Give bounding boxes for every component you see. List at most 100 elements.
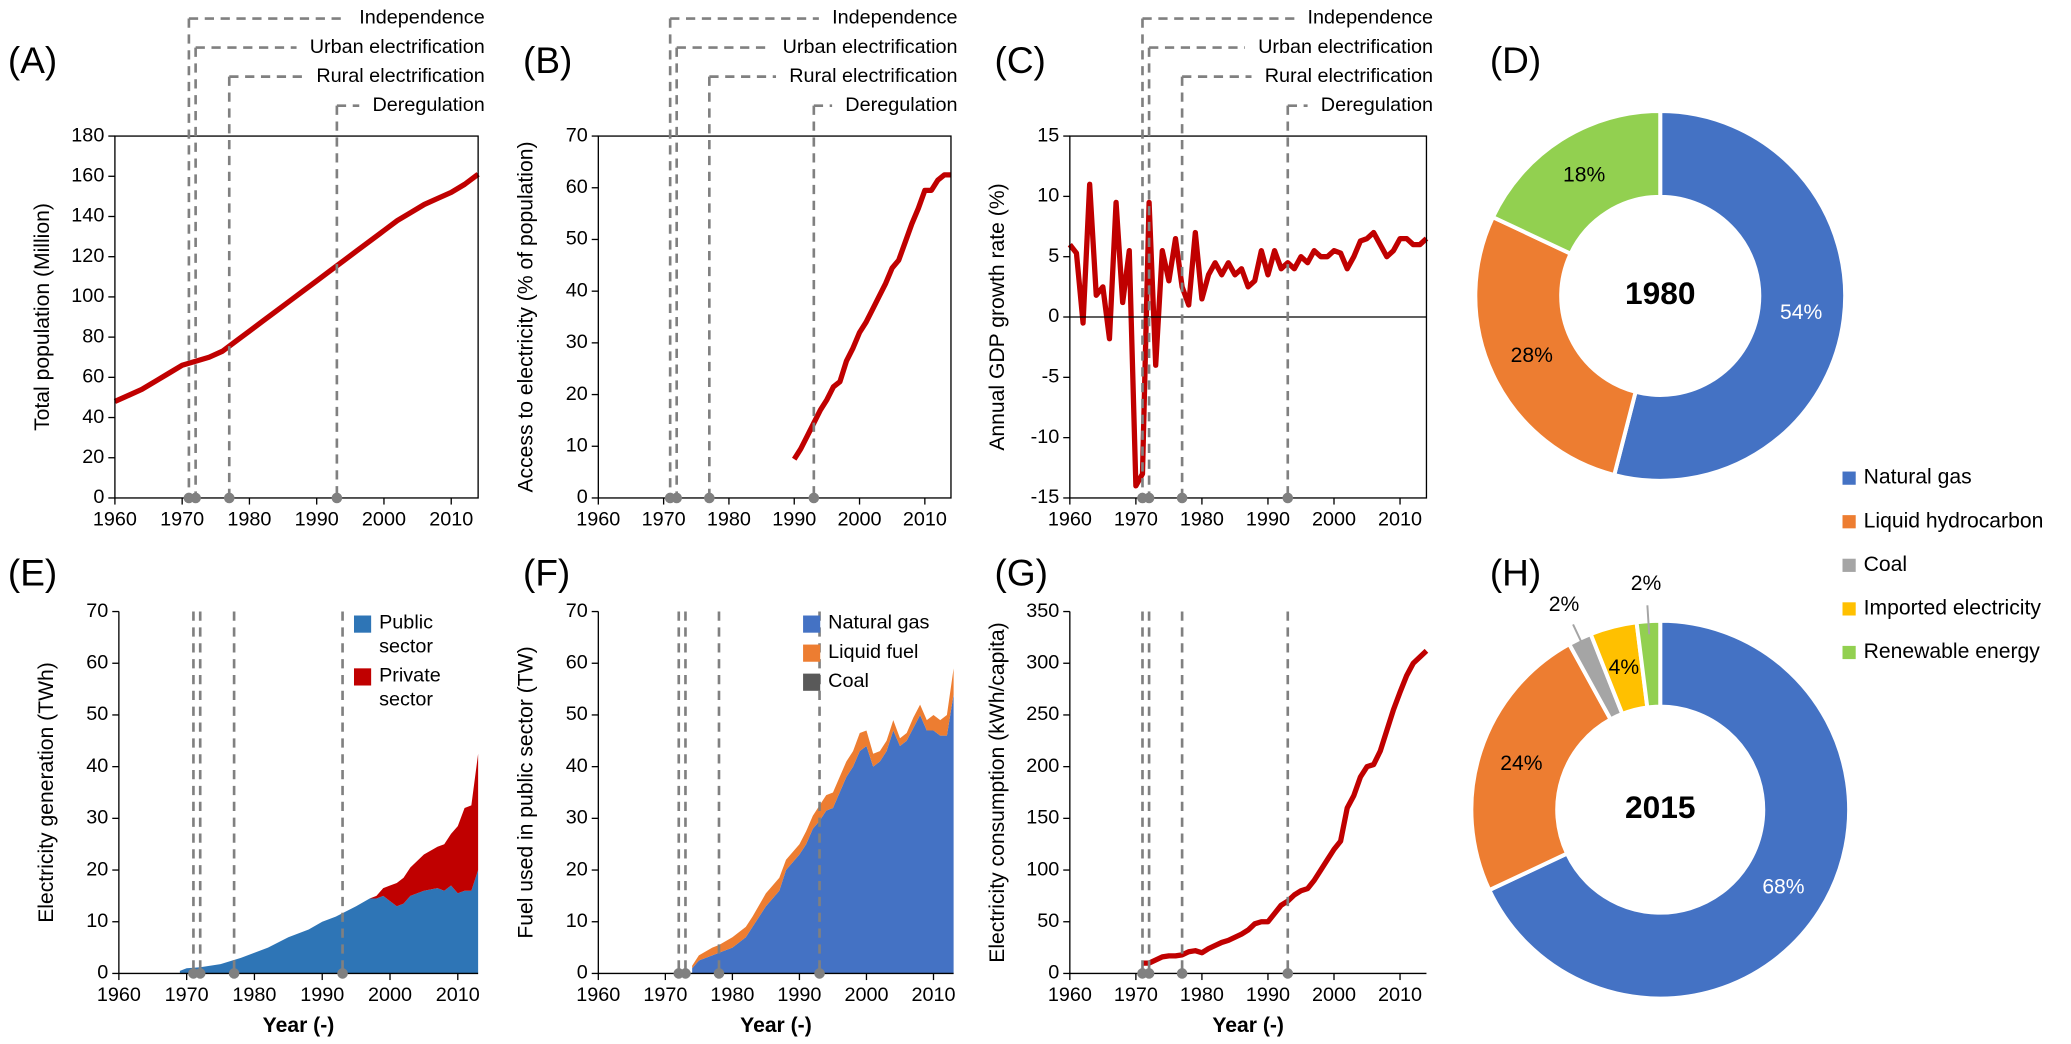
y-axis-title: Fuel used in public sector (TW)	[515, 646, 538, 938]
legend-label: Coal	[1864, 553, 1907, 576]
x-tick-label: 1990	[1246, 984, 1290, 1006]
event-marker	[194, 968, 206, 979]
y-axis-title: Annual GDP growth rate (%)	[986, 183, 1009, 450]
x-tick-label: 1980	[710, 984, 754, 1006]
x-tick-label: 1960	[1048, 984, 1092, 1006]
value-label: 28%	[1511, 344, 1553, 367]
y-axis-title: Access to electricity (% of population)	[515, 141, 538, 492]
event-label: Independence	[359, 7, 485, 29]
legend-swatch	[353, 615, 372, 633]
legend-entry: Coal	[803, 670, 951, 694]
panel-label: (D)	[1490, 40, 1541, 81]
x-tick-label: 2010	[911, 984, 955, 1006]
x-tick-label: 1980	[232, 984, 276, 1006]
event-label: Independence	[1308, 7, 1433, 29]
y-tick-label: 140	[71, 205, 104, 227]
area	[179, 870, 479, 974]
plot-frame	[114, 135, 479, 499]
y-tick-label: 40	[86, 755, 108, 777]
x-tick-label: 2010	[429, 509, 473, 531]
legend-swatch	[1842, 558, 1856, 572]
value-label: 4%	[1609, 656, 1640, 679]
legend: Natural gas Liquid fuel Coal	[803, 612, 951, 694]
x-tick-label: 1990	[777, 984, 821, 1006]
x-tick-label: 2000	[362, 509, 406, 531]
x-tick-label: 1960	[576, 509, 620, 531]
panel-label: (A)	[8, 40, 57, 81]
y-tick-label: 20	[566, 858, 588, 880]
y-tick-label: 80	[82, 325, 104, 347]
x-tick-label: 1980	[707, 509, 751, 531]
event-marker	[1143, 968, 1155, 979]
x-tick-label: 1960	[576, 984, 620, 1006]
data-line	[1067, 181, 1429, 489]
panel-label: (H)	[1490, 553, 1541, 594]
x-tick-label: 1960	[93, 509, 137, 531]
legend-entry: Private sector	[353, 664, 476, 712]
event-marker	[704, 492, 715, 504]
donut-slice	[1469, 641, 1614, 893]
x-tick-label: 2000	[1312, 984, 1356, 1006]
legend-box: Natural gas Liquid fuel Coal	[803, 612, 951, 694]
label-leader	[1646, 605, 1651, 635]
legend-box: Public sector Private sector	[353, 611, 476, 712]
y-tick-label: 70	[566, 124, 588, 146]
y-tick-label: 0	[1048, 305, 1059, 327]
area	[692, 668, 954, 969]
event-label: Rural electrification	[316, 65, 484, 87]
x-tick-label: 1990	[295, 509, 339, 531]
x-tick-label: 1980	[1180, 509, 1224, 531]
legend-label: Public sector	[379, 611, 434, 658]
value-label: 18%	[1563, 164, 1605, 187]
data-line	[792, 172, 951, 461]
event-marker	[808, 492, 820, 504]
y-tick-label: 0	[577, 962, 588, 984]
value-label: 54%	[1780, 301, 1822, 324]
y-tick-label: 10	[1037, 185, 1059, 207]
y-tick-label: 70	[86, 600, 108, 622]
panel-label: (F)	[523, 553, 570, 594]
legend-entry: Public sector	[353, 611, 476, 660]
x-axis-title: Year (-)	[1212, 1014, 1284, 1037]
panel-label: (B)	[523, 40, 572, 81]
legend-swatch	[1842, 515, 1856, 529]
event-marker	[1143, 492, 1155, 504]
value-label: 2%	[1549, 593, 1580, 616]
donut-slice	[1473, 214, 1639, 478]
y-tick-label: -10	[1031, 426, 1060, 448]
y-tick-label: 150	[1026, 807, 1059, 829]
legend-swatch	[1842, 645, 1856, 660]
legend-swatch	[1842, 471, 1856, 485]
center-label: 1980	[1625, 275, 1696, 311]
event-label: Rural electrification	[789, 65, 957, 87]
x-tick-label: 2010	[436, 984, 480, 1006]
y-tick-label: 30	[86, 807, 108, 829]
y-axis-title: Electricity generation (TWh)	[35, 662, 58, 923]
y-tick-label: 20	[82, 446, 104, 468]
legend-label: Coal	[828, 669, 869, 693]
event-marker	[1282, 492, 1294, 504]
y-tick-label: 10	[566, 434, 588, 456]
y-tick-label: 0	[97, 962, 108, 984]
y-tick-label: 120	[71, 245, 104, 267]
event-marker	[671, 492, 682, 504]
y-tick-label: 30	[566, 807, 588, 829]
y-tick-label: 0	[577, 486, 588, 508]
x-tick-label: 1970	[160, 509, 204, 531]
y-tick-label: 10	[86, 910, 108, 932]
y-tick-label: 0	[93, 486, 104, 508]
y-axis-title: Total population (Million)	[31, 203, 54, 431]
x-tick-label: 2010	[903, 509, 947, 531]
y-tick-label: 350	[1026, 600, 1059, 622]
data-line	[1142, 648, 1429, 966]
event-marker	[331, 492, 343, 504]
center-label: 2015	[1625, 789, 1696, 825]
legend-entry: Natural gas	[803, 612, 951, 636]
y-tick-label: 60	[86, 651, 108, 673]
y-tick-label: 180	[71, 124, 104, 146]
event-marker	[223, 492, 235, 504]
x-tick-label: 1970	[643, 984, 687, 1006]
x-tick-label: 1960	[97, 984, 141, 1006]
y-tick-label: 5	[1048, 245, 1059, 267]
y-tick-label: 10	[566, 910, 588, 932]
